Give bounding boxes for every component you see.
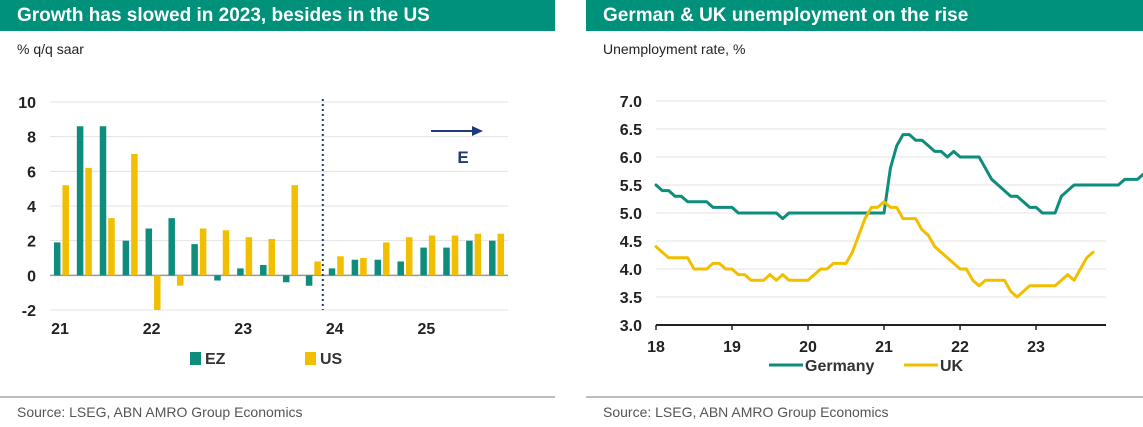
bar-ez-24q1 bbox=[328, 268, 336, 276]
unemployment-line-chart: 3.0 3.5 4.0 4.5 5.0 5.5 6.0 6.5 7.0 18 19 20 21 22 23 G… bbox=[620, 94, 1143, 375]
left-chart-panel: Growth has slowed in 2023, besides in th… bbox=[0, 0, 555, 427]
bar-us-24q2 bbox=[360, 258, 367, 276]
bar-us-23q4 bbox=[314, 261, 321, 276]
bar-ez-25q3 bbox=[466, 240, 473, 276]
y-tick-label: 10 bbox=[18, 95, 36, 112]
legend-label-germany: Germany bbox=[805, 358, 874, 375]
left-chart-title: Growth has slowed in 2023, besides in th… bbox=[0, 0, 555, 31]
y-tick-label: 5.0 bbox=[620, 206, 642, 223]
bar-us-25q2 bbox=[451, 235, 459, 276]
y-tick-label: -2 bbox=[22, 303, 36, 320]
bar-us-24q4 bbox=[405, 237, 413, 276]
right-chart-panel: German & UK unemployment on the rise Une… bbox=[586, 0, 1143, 427]
legend-label-ez: EZ bbox=[205, 351, 226, 368]
y-tick-label: 0 bbox=[27, 268, 36, 285]
bar-ez-23q2 bbox=[260, 264, 267, 276]
left-source-divider bbox=[0, 396, 555, 398]
bar-ez-25q4 bbox=[489, 240, 496, 276]
x-tick-label-19: 19 bbox=[723, 339, 741, 356]
y-tick-label: 8 bbox=[27, 130, 36, 147]
bar-ez-25q1 bbox=[420, 247, 427, 276]
legend-swatch-us bbox=[305, 352, 316, 365]
bar-us-21q4 bbox=[131, 154, 138, 276]
bar-us-22q2 bbox=[176, 275, 184, 286]
legend-label-us: US bbox=[320, 351, 343, 368]
y-tick-label: 3.5 bbox=[620, 290, 642, 307]
bar-us-25q1 bbox=[428, 235, 436, 276]
x-tick-label-24: 24 bbox=[326, 321, 344, 338]
bar-us-21q2 bbox=[85, 167, 92, 276]
bar-us-22q1 bbox=[154, 275, 161, 310]
bar-ez-22q4 bbox=[214, 275, 221, 281]
forecast-arrowhead-icon bbox=[472, 126, 483, 136]
bar-ez-22q1 bbox=[145, 228, 153, 276]
bar-ez-24q3 bbox=[374, 259, 382, 276]
y-tick-label: 4.0 bbox=[620, 262, 642, 279]
legend-swatch-ez bbox=[190, 352, 201, 365]
y-tick-label: 6.5 bbox=[620, 122, 642, 139]
x-tick-label-21: 21 bbox=[875, 339, 893, 356]
bar-us-23q2 bbox=[268, 238, 276, 276]
forecast-annotation-label: E bbox=[457, 148, 468, 167]
bar-ez-21q1 bbox=[53, 242, 61, 276]
x-tick-label-22: 22 bbox=[951, 339, 969, 356]
left-source-text: Source: LSEG, ABN AMRO Group Economics bbox=[17, 404, 303, 420]
right-chart-title: German & UK unemployment on the rise bbox=[586, 0, 1143, 31]
y-tick-label: 2 bbox=[27, 234, 36, 251]
bar-us-21q1 bbox=[62, 185, 69, 276]
right-source-divider bbox=[586, 396, 1143, 398]
line-series-uk bbox=[654, 200, 1095, 299]
y-tick-label: 5.5 bbox=[620, 178, 642, 195]
bar-ez-25q2 bbox=[443, 247, 450, 276]
y-tick-label: 4 bbox=[27, 199, 36, 216]
x-tick-label-18: 18 bbox=[647, 339, 665, 356]
bar-ez-21q3 bbox=[99, 126, 107, 276]
bar-us-24q1 bbox=[337, 256, 344, 276]
x-tick-label-25: 25 bbox=[418, 321, 436, 338]
line-series-germany bbox=[654, 133, 1143, 221]
y-tick-label: 3.0 bbox=[620, 318, 642, 335]
bar-ez-23q3 bbox=[282, 275, 290, 283]
bar-us-23q1 bbox=[245, 237, 253, 276]
bar-ez-24q4 bbox=[397, 261, 404, 276]
bar-ez-23q1 bbox=[237, 268, 244, 276]
bar-us-25q3 bbox=[474, 233, 482, 276]
y-tick-label: 6.0 bbox=[620, 150, 642, 167]
legend-label-uk: UK bbox=[940, 358, 964, 375]
y-tick-label: 4.5 bbox=[620, 234, 642, 251]
bar-ez-23q4 bbox=[305, 275, 313, 286]
bar-us-21q3 bbox=[108, 218, 115, 276]
bar-us-23q3 bbox=[291, 185, 298, 276]
bar-ez-21q2 bbox=[76, 126, 84, 276]
bar-us-22q4 bbox=[222, 230, 230, 276]
left-chart-unit-label: % q/q saar bbox=[17, 41, 84, 57]
x-tick-label-22: 22 bbox=[143, 321, 161, 338]
right-chart-unit-label: Unemployment rate, % bbox=[603, 41, 746, 57]
y-tick-label: 6 bbox=[27, 164, 36, 181]
bar-ez-21q4 bbox=[122, 240, 130, 276]
bar-ez-22q2 bbox=[168, 218, 175, 276]
bar-ez-22q3 bbox=[191, 244, 198, 276]
bar-ez-24q2 bbox=[351, 259, 359, 276]
bar-us-22q3 bbox=[199, 228, 207, 276]
right-source-text: Source: LSEG, ABN AMRO Group Economics bbox=[603, 404, 889, 420]
x-tick-label-21: 21 bbox=[51, 321, 69, 338]
x-tick-label-20: 20 bbox=[799, 339, 817, 356]
x-tick-label-23: 23 bbox=[234, 321, 252, 338]
bar-us-24q3 bbox=[383, 242, 390, 276]
x-tick-label-23: 23 bbox=[1027, 339, 1045, 356]
bar-us-25q4 bbox=[497, 233, 505, 276]
y-tick-label: 7.0 bbox=[620, 94, 642, 111]
